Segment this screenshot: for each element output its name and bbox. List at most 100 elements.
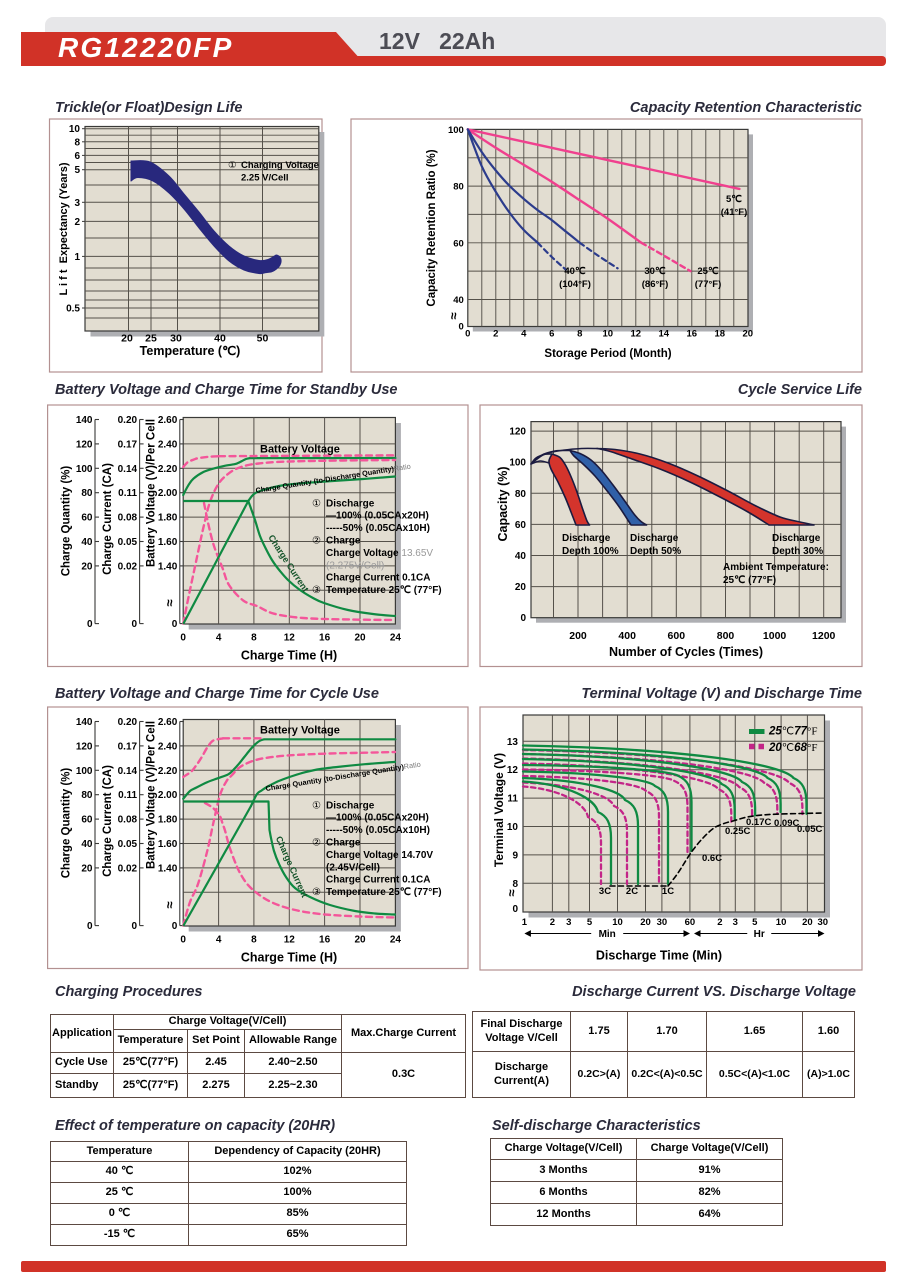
svg-text:2C: 2C (626, 886, 638, 897)
svg-text:120: 120 (76, 741, 93, 752)
svg-text:1.40: 1.40 (158, 863, 178, 874)
svg-text:③: ③ (312, 585, 321, 596)
svg-text:2.00: 2.00 (158, 790, 178, 801)
svg-text:0.17: 0.17 (118, 439, 138, 450)
svg-text:1200: 1200 (812, 630, 836, 642)
svg-text:20: 20 (802, 917, 813, 928)
svg-text:140: 140 (76, 717, 93, 728)
svg-text:Charging Voltage: Charging Voltage (241, 160, 319, 171)
svg-text:(41°F): (41°F) (721, 207, 748, 218)
svg-text:Number of Cycles (Times): Number of Cycles (Times) (609, 645, 763, 659)
svg-text:Battery Voltage (V)/Per Cell: Battery Voltage (V)/Per Cell (146, 419, 158, 567)
svg-text:120: 120 (509, 427, 526, 438)
svg-text:8: 8 (74, 137, 80, 148)
svg-text:2.25 V/Cell: 2.25 V/Cell (241, 173, 289, 184)
svg-text:10: 10 (612, 917, 623, 928)
svg-text:80: 80 (81, 488, 93, 499)
svg-text:Min: Min (599, 929, 616, 940)
svg-text:12: 12 (631, 329, 642, 340)
svg-text:100: 100 (76, 464, 93, 475)
svg-text:0.17: 0.17 (118, 741, 138, 752)
svg-text:Charge Current (CA): Charge Current (CA) (102, 765, 114, 877)
svg-text:10: 10 (603, 329, 614, 340)
svg-text:120: 120 (76, 439, 93, 450)
svg-text:50: 50 (257, 333, 269, 345)
svg-text:Depth 50%: Depth 50% (630, 546, 681, 557)
svg-text:0.02: 0.02 (118, 561, 138, 572)
svg-text:0.6C: 0.6C (702, 853, 722, 864)
svg-text:(86°F): (86°F) (642, 279, 669, 290)
svg-text:Storage Period (Month): Storage Period (Month) (544, 348, 671, 360)
svg-text:(77°F): (77°F) (695, 279, 722, 290)
svg-text:20: 20 (354, 633, 366, 644)
svg-text:1C: 1C (662, 886, 674, 897)
svg-text:20℃68°F: 20℃68°F (768, 742, 817, 754)
svg-text:60: 60 (685, 917, 696, 928)
svg-text:8: 8 (577, 329, 582, 340)
svg-text:0.08: 0.08 (118, 815, 138, 826)
svg-text:60: 60 (453, 238, 464, 249)
svg-text:200: 200 (569, 630, 587, 642)
svg-text:Battery Voltage (V)/Per Cell: Battery Voltage (V)/Per Cell (146, 721, 158, 869)
svg-text:6: 6 (549, 329, 554, 340)
svg-text:20: 20 (121, 333, 133, 345)
svg-text:(104°F): (104°F) (559, 279, 591, 290)
svg-text:30℃: 30℃ (644, 266, 666, 277)
svg-text:2.20: 2.20 (158, 464, 178, 475)
svg-text:Temperature 25℃ (77°F): Temperature 25℃ (77°F) (326, 887, 442, 898)
svg-text:24: 24 (390, 935, 402, 946)
svg-text:Discharge: Discharge (562, 533, 611, 544)
svg-text:4: 4 (521, 329, 527, 340)
svg-text:0: 0 (132, 619, 138, 630)
svg-text:5℃: 5℃ (726, 194, 742, 205)
svg-text:3C: 3C (599, 886, 611, 897)
svg-text:0: 0 (512, 904, 518, 915)
svg-text:—100% (0.05CAx20H): —100% (0.05CAx20H) (326, 813, 429, 824)
svg-text:(2.275V/Cell): (2.275V/Cell) (326, 560, 384, 571)
svg-text:0: 0 (520, 613, 526, 624)
svg-text:0.20: 0.20 (118, 415, 138, 426)
svg-text:13: 13 (507, 737, 519, 748)
svg-text:140: 140 (76, 415, 93, 426)
svg-text:12: 12 (507, 765, 519, 776)
svg-text:80: 80 (81, 790, 93, 801)
svg-text:10: 10 (69, 124, 81, 135)
svg-text:2.40: 2.40 (158, 741, 178, 752)
svg-text:3: 3 (566, 917, 571, 928)
svg-text:1.60: 1.60 (158, 839, 178, 850)
svg-text:5: 5 (587, 917, 593, 928)
svg-text:0.25C: 0.25C (725, 826, 750, 837)
svg-text:80: 80 (515, 489, 527, 500)
svg-text:25℃: 25℃ (697, 266, 719, 277)
svg-text:100: 100 (76, 766, 93, 777)
svg-text:40℃: 40℃ (564, 266, 586, 277)
svg-text:Discharge: Discharge (326, 498, 375, 509)
svg-text:0.05: 0.05 (118, 839, 138, 850)
svg-text:①: ① (312, 800, 321, 811)
svg-text:≈: ≈ (446, 312, 461, 319)
svg-text:1: 1 (74, 252, 80, 263)
svg-text:0: 0 (172, 619, 178, 630)
svg-text:11: 11 (507, 794, 518, 805)
svg-text:Ambient Temperature:: Ambient Temperature: (723, 562, 829, 573)
svg-text:4: 4 (216, 935, 222, 946)
svg-text:(2.45V/Cell): (2.45V/Cell) (326, 862, 380, 873)
svg-text:40: 40 (515, 551, 527, 562)
svg-text:8: 8 (251, 633, 257, 644)
svg-text:1.80: 1.80 (158, 513, 178, 524)
svg-text:Discharge: Discharge (326, 800, 375, 811)
svg-text:0.14: 0.14 (118, 766, 138, 777)
svg-text:Battery Voltage: Battery Voltage (260, 725, 340, 737)
svg-text:20: 20 (640, 917, 651, 928)
svg-text:16: 16 (687, 329, 698, 340)
svg-text:12: 12 (284, 935, 296, 946)
svg-text:Charge Quantity (%): Charge Quantity (%) (61, 466, 73, 577)
svg-text:2: 2 (74, 217, 80, 228)
svg-text:Temperature 25℃ (77°F): Temperature 25℃ (77°F) (326, 585, 442, 596)
svg-text:5: 5 (74, 165, 80, 176)
svg-text:0: 0 (465, 329, 470, 340)
svg-text:40: 40 (453, 295, 464, 306)
svg-text:Discharge: Discharge (630, 533, 679, 544)
svg-text:0.02: 0.02 (118, 863, 138, 874)
svg-text:600: 600 (668, 630, 686, 642)
